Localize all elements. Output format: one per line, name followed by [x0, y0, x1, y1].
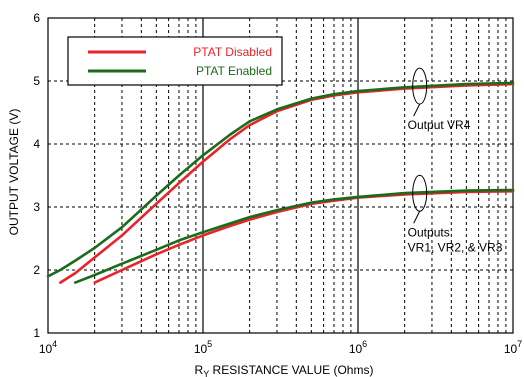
legend: PTAT Disabled PTAT Enabled	[67, 36, 283, 86]
series	[46, 81, 515, 284]
x-axis-title: RY RESISTANCE VALUE (Ohms)	[195, 363, 374, 377]
annotation-label: VR1, VR2, & VR3	[408, 240, 503, 254]
x-tick-label: 105	[194, 339, 212, 356]
y-tick-label: 2	[33, 263, 40, 277]
plot-area	[47, 17, 514, 334]
annotation-leader	[413, 103, 421, 117]
series-line-ptat-enabled-vr4	[46, 81, 515, 278]
series-line-ptat-enabled-vr1-vr3	[74, 188, 515, 284]
annotation-label: Outputs	[408, 225, 450, 239]
y-tick-label: 3	[33, 200, 40, 214]
annotation-label: Output VR4	[408, 118, 471, 132]
y-tick-label: 6	[33, 11, 40, 25]
annotation-leader	[413, 211, 421, 224]
x-tick-label: 106	[349, 339, 367, 356]
legend-box	[67, 36, 283, 86]
y-tick-label: 4	[33, 137, 40, 151]
y-tick-label: 5	[33, 74, 40, 88]
x-tick-label: 107	[504, 339, 522, 356]
x-tick-label: 104	[39, 339, 57, 356]
y-axis-title: OUTPUT VOLTAGE (V)	[7, 109, 21, 236]
legend-label-ptat-disabled: PTAT Disabled	[193, 45, 272, 59]
y-tick-label: 1	[33, 326, 40, 340]
axis-ticks: 1 2 3 4 5 6 104 105 106 107	[33, 11, 522, 356]
legend-label-ptat-enabled: PTAT Enabled	[196, 64, 272, 78]
